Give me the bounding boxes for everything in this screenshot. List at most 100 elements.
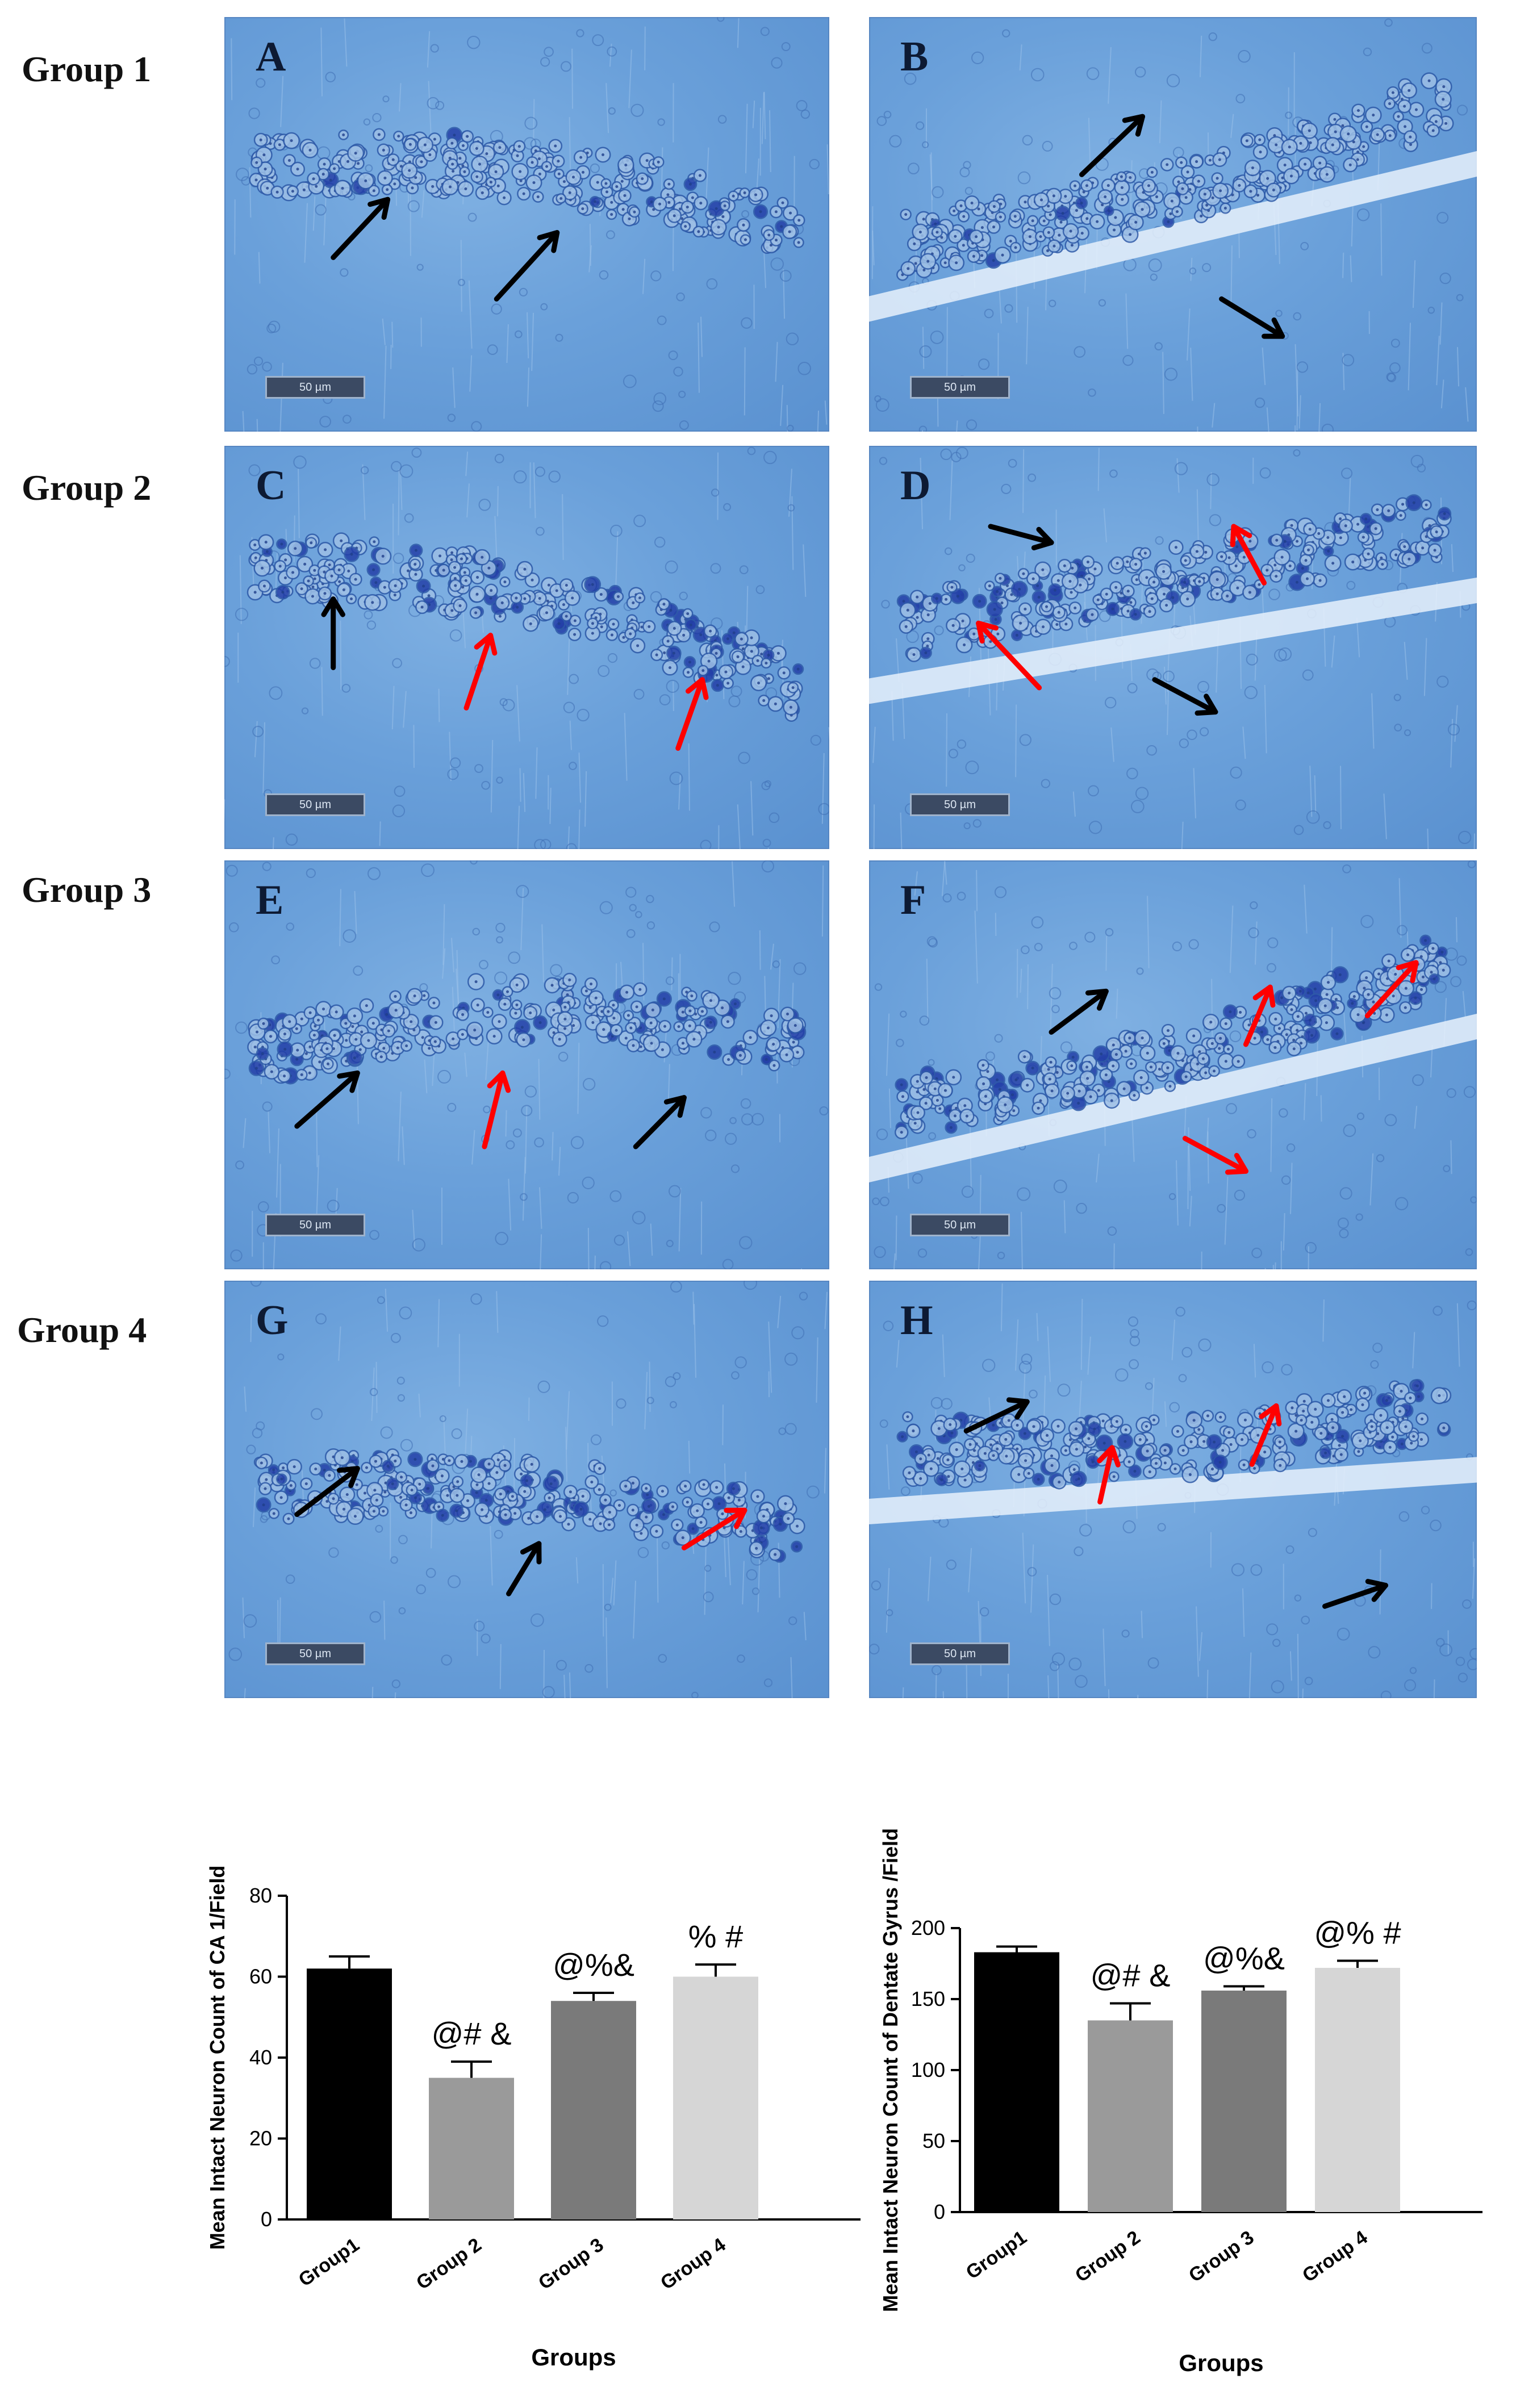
panel-letter: G xyxy=(256,1297,289,1344)
error-bar xyxy=(1110,2002,1151,2021)
normal-neuron-arrow xyxy=(1049,988,1109,1035)
x-tick-label: Group 4 xyxy=(1298,2226,1372,2286)
y-tick-label: 100 xyxy=(911,2058,945,2081)
scale-bar: 50 µm xyxy=(265,1642,365,1665)
normal-neuron-arrow xyxy=(494,230,560,302)
normal-neuron-arrow xyxy=(321,596,345,670)
dentate-gyrus-neuron-count-chart: 0 50 100 150 200 Group1 @# & Group 2 @%& Group 3 @… xyxy=(879,1828,1482,2376)
tissue-texture xyxy=(224,860,829,1269)
y-axis-label: Mean Intact Neuron Count of CA 1/Field xyxy=(206,1866,229,2250)
y-axis-label: Mean Intact Neuron Count of Dentate Gyru… xyxy=(879,1828,902,2312)
damaged-neuron-arrow xyxy=(976,620,1042,691)
x-tick-label: Group 3 xyxy=(534,2234,608,2294)
group-label-2: Group 2 xyxy=(22,467,152,508)
micrograph-panel-h: H 50 µm xyxy=(869,1281,1477,1698)
tissue-texture xyxy=(228,1281,828,1698)
x-axis-label: Groups xyxy=(1179,2350,1263,2376)
micrograph-panel-g: G 50 µm xyxy=(224,1281,829,1698)
damaged-neuron-arrow xyxy=(1230,524,1267,586)
micrograph-panel-f: F 50 µm xyxy=(869,860,1477,1269)
error-bar xyxy=(1337,1959,1378,1968)
normal-neuron-arrow xyxy=(506,1541,542,1596)
tissue-texture xyxy=(231,17,829,432)
scale-bar: 50 µm xyxy=(910,376,1010,399)
normal-neuron-arrow xyxy=(988,524,1054,551)
scale-bar: 50 µm xyxy=(265,376,365,399)
bar xyxy=(673,1976,758,2219)
damaged-neuron-arrow xyxy=(1243,984,1276,1047)
normal-neuron-arrow xyxy=(633,1095,687,1149)
x-tick-label: Group 2 xyxy=(412,2234,486,2294)
y-tick-label: 60 xyxy=(249,1965,272,1988)
y-tick-label: 0 xyxy=(934,2200,945,2223)
panel-letter: C xyxy=(256,462,286,509)
significance-label: @% # xyxy=(1314,1915,1401,1951)
significance-label: @# & xyxy=(1091,1958,1171,1993)
significance-label: @# & xyxy=(432,2016,512,2051)
error-bar xyxy=(1223,1985,1264,1991)
x-tick-label: Group 3 xyxy=(1185,2226,1258,2286)
normal-neuron-arrow xyxy=(294,1070,360,1129)
panel-letter: H xyxy=(900,1297,933,1344)
damaged-neuron-arrow xyxy=(1097,1445,1121,1505)
normal-neuron-arrow xyxy=(1152,677,1218,716)
scale-bar: 50 µm xyxy=(265,793,365,816)
micrograph-panel-c: C 50 µm xyxy=(224,446,829,849)
y-tick-label: 20 xyxy=(249,2127,272,2150)
significance-label: @%& xyxy=(553,1947,634,1983)
micrograph-panel-a: A 50 µm xyxy=(224,17,829,432)
normal-neuron-arrow xyxy=(294,1466,360,1517)
ca1-neuron-count-chart: 0 20 40 60 80 Group1 @# & Group 2 @%& Group 3 % # G… xyxy=(206,1866,861,2371)
y-tick-label: 150 xyxy=(911,1987,945,2010)
group-label-3: Group 3 xyxy=(22,869,152,910)
micrograph-panel-b: B 50 µm xyxy=(869,17,1477,432)
bar xyxy=(429,2077,514,2219)
micrograph-panel-e: E 50 µm xyxy=(224,860,829,1269)
bar xyxy=(1201,1991,1287,2212)
panel-letter: D xyxy=(900,462,931,509)
scale-bar: 50 µm xyxy=(910,793,1010,816)
y-tick-label: 80 xyxy=(249,1884,272,1907)
x-tick-label: Group 4 xyxy=(657,2234,730,2294)
scale-bar: 50 µm xyxy=(265,1214,365,1236)
bar xyxy=(1315,1968,1400,2212)
panel-letter: F xyxy=(900,877,926,923)
panel-letter: B xyxy=(900,34,929,80)
tissue-texture xyxy=(224,446,829,849)
scale-bar: 50 µm xyxy=(910,1642,1010,1665)
x-tick-label: Group 2 xyxy=(1071,2226,1145,2286)
error-bar xyxy=(451,2060,492,2078)
panel-letter: E xyxy=(256,877,284,923)
normal-neuron-arrow xyxy=(331,197,391,260)
damaged-neuron-arrow xyxy=(1364,960,1419,1019)
group-label-4: Group 4 xyxy=(17,1310,147,1350)
group-label-1: Group 1 xyxy=(22,49,152,89)
panel-letter: A xyxy=(256,34,286,80)
bar xyxy=(307,1968,392,2219)
y-tick-label: 200 xyxy=(911,1916,945,1939)
y-axis: 0 20 40 60 80 xyxy=(249,1884,288,2231)
tissue-texture xyxy=(869,860,1477,1269)
normal-neuron-arrow xyxy=(1219,296,1285,339)
bar xyxy=(551,2001,636,2219)
normal-neuron-arrow xyxy=(1322,1579,1388,1609)
x-axis-label: Groups xyxy=(531,2344,616,2371)
damaged-neuron-arrow xyxy=(482,1070,511,1149)
damaged-neuron-arrow xyxy=(1182,1136,1248,1175)
error-bar xyxy=(695,1963,736,1977)
damaged-neuron-arrow xyxy=(1249,1403,1282,1467)
tissue-texture xyxy=(869,18,1477,432)
error-bar xyxy=(573,1992,614,2001)
tissue-texture xyxy=(869,446,1477,849)
significance-label: % # xyxy=(688,1918,744,1954)
scale-bar: 50 µm xyxy=(910,1214,1010,1236)
y-tick-label: 50 xyxy=(922,2129,945,2152)
tissue-texture xyxy=(869,1283,1477,1698)
damaged-neuron-arrow xyxy=(675,677,709,751)
normal-neuron-arrow xyxy=(1079,114,1145,177)
y-axis: 0 50 100 150 200 xyxy=(911,1916,961,2223)
bar xyxy=(1088,2020,1173,2212)
x-tick-label: Group1 xyxy=(295,2234,364,2290)
normal-neuron-arrow xyxy=(963,1397,1030,1434)
bar xyxy=(974,1952,1059,2212)
